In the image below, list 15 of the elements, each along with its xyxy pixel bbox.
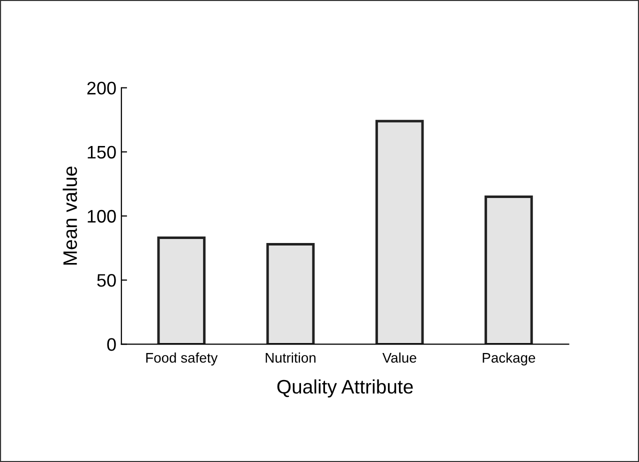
y-tick-label: 200 [87, 82, 116, 94]
y-tick-label: 0 [107, 338, 116, 351]
bar [375, 120, 424, 344]
x-axis-title: Quality Attribute [277, 379, 413, 398]
x-tick-label: Package [482, 352, 536, 366]
x-tick-label: Value [382, 352, 416, 363]
y-tick-label: 50 [97, 274, 116, 287]
bar [157, 236, 206, 344]
y-tick-label: 100 [88, 210, 116, 223]
bar [484, 196, 533, 344]
x-tick-label: Food safety [146, 352, 218, 366]
bar [266, 242, 315, 344]
x-tick-label: Nutrition [266, 352, 316, 363]
y-tick-label: 150 [88, 146, 116, 159]
y-axis-title: Mean value [62, 166, 78, 265]
